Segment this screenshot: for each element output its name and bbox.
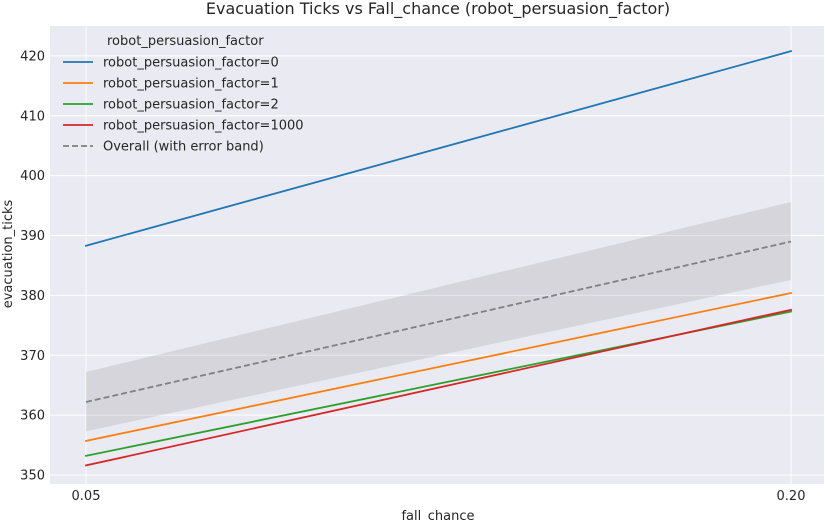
y-tick-label: 360 (20, 409, 45, 424)
legend: robot_persuasion_factor robot_persuasion_… (63, 34, 304, 155)
legend-entry: robot_persuasion_factor=1 (103, 77, 279, 92)
series-line-3 (84, 308, 793, 467)
x-axis-title: fall_chance (401, 509, 474, 522)
legend-entry: robot_persuasion_factor=2 (103, 98, 279, 113)
error-band (86, 202, 791, 432)
series-layer (84, 50, 793, 467)
error-band-layer (86, 202, 791, 432)
series-line-1 (84, 291, 793, 442)
plot-area (50, 26, 824, 484)
x-tick-label: 0.05 (72, 489, 101, 504)
y-tick-label: 400 (20, 169, 45, 184)
legend-entry: robot_persuasion_factor=0 (103, 56, 279, 71)
y-tick-label: 390 (20, 229, 45, 244)
grid (50, 26, 824, 484)
y-tick-label: 350 (20, 469, 45, 484)
series-line-4 (85, 240, 792, 403)
legend-entry: robot_persuasion_factor=1000 (103, 119, 304, 134)
x-tick-label: 0.20 (777, 489, 806, 504)
y-tick-label: 380 (20, 289, 45, 304)
chart-title: Evacuation Ticks vs Fall_chance (robot_p… (206, 0, 670, 19)
legend-entry: Overall (with error band) (103, 140, 264, 155)
y-tick-label: 370 (20, 349, 45, 364)
x-axis-ticks: 0.05 0.20 (72, 489, 806, 504)
y-axis-ticks: 350 360 370 380 390 400 410 420 (20, 49, 45, 483)
series-line-0 (84, 50, 793, 247)
y-tick-label: 420 (20, 49, 45, 64)
y-tick-label: 410 (20, 109, 45, 124)
legend-title: robot_persuasion_factor (107, 34, 264, 49)
y-axis-title: evacuation_ticks (1, 199, 16, 308)
